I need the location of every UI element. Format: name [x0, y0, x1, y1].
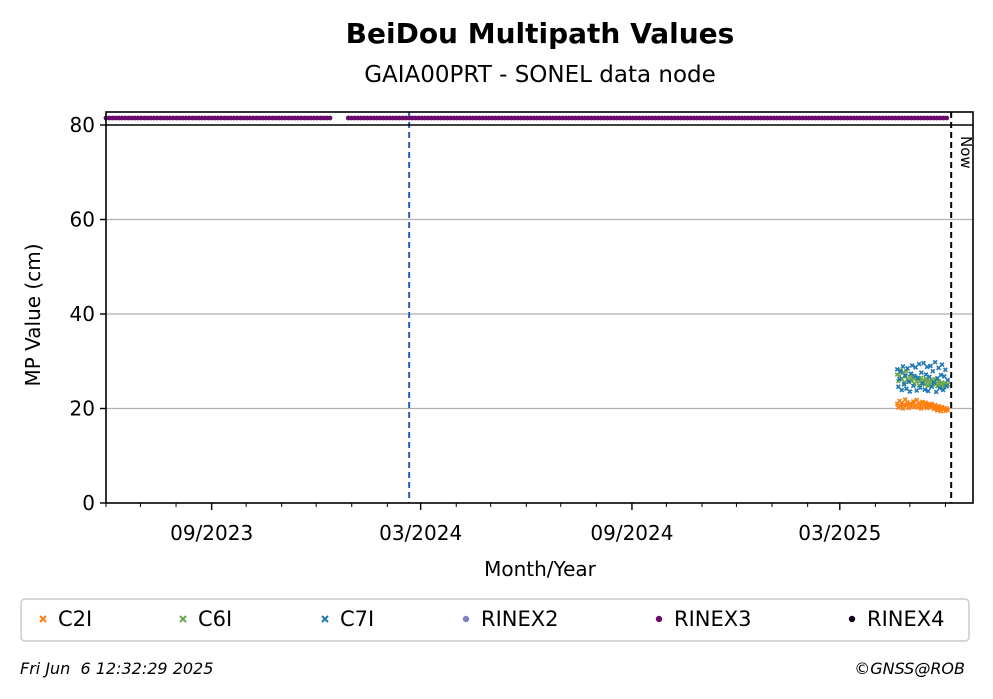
legend: C2I C6I C7I RINEX2 RINEX3 RINEX4	[39, 607, 945, 631]
now-label: Now	[957, 136, 975, 169]
data-point-c2i	[910, 398, 916, 404]
y-tick-label: 80	[70, 113, 95, 137]
data-point-c6i	[936, 378, 942, 384]
data-point-c7i	[942, 367, 948, 373]
x-axis-ticks: 09/2023 03/2024 09/2024 03/2025	[105, 503, 946, 545]
data-point-c7i	[920, 380, 925, 386]
data-point-c6i	[907, 374, 913, 380]
data-point-c2i	[917, 403, 923, 409]
legend-label: RINEX4	[867, 607, 945, 631]
data-point-c7i	[944, 383, 950, 389]
plot-frame	[105, 111, 974, 504]
x-axis-label: Month/Year	[484, 557, 597, 581]
data-point-c7i	[941, 373, 947, 379]
data-point-c7i	[931, 380, 937, 385]
legend-label: C6I	[198, 607, 232, 631]
data-point-c7i	[937, 385, 943, 391]
data-point-c7i	[934, 375, 940, 381]
data-point-c7i	[925, 388, 931, 394]
data-point-c2i	[945, 407, 951, 413]
data-point-c7i	[911, 373, 917, 379]
x-tick-label: 09/2023	[170, 521, 253, 545]
data-points	[894, 359, 951, 414]
y-axis-ticks: 0 20 40 60 80	[70, 113, 106, 515]
legend-marker	[848, 615, 856, 623]
rinex-availability-point	[327, 115, 333, 121]
data-point-c7i	[907, 389, 913, 394]
legend-marker	[321, 615, 329, 623]
legend-marker	[39, 615, 47, 623]
legend-marker	[655, 615, 663, 623]
data-point-c7i	[936, 365, 942, 371]
chart-subtitle: GAIA00PRT - SONEL data node	[364, 62, 716, 88]
data-point-c7i	[902, 372, 908, 378]
data-point-c7i	[899, 387, 905, 393]
data-point-c7i	[938, 372, 944, 378]
y-tick-label: 0	[82, 491, 95, 515]
y-tick-label: 60	[70, 208, 95, 232]
data-point-c7i	[928, 363, 933, 369]
data-point-c7i	[929, 384, 935, 390]
x-tick-label: 09/2024	[590, 521, 673, 545]
rinex-availability-strip	[103, 115, 950, 121]
y-tick-label: 20	[70, 397, 95, 421]
data-point-c7i	[930, 368, 936, 374]
legend-box	[20, 598, 970, 642]
grid	[106, 218, 973, 410]
footer-credit: ©GNSS@ROB	[854, 659, 965, 678]
data-point-c7i	[915, 375, 921, 381]
data-point-c7i	[926, 374, 932, 380]
data-point-c7i	[917, 385, 923, 391]
data-point-c7i	[922, 387, 928, 393]
data-point-c7i	[909, 363, 915, 368]
data-point-c7i	[901, 381, 907, 387]
x-tick-label: 03/2025	[798, 521, 881, 545]
data-point-c7i	[895, 384, 901, 390]
data-point-c7i	[910, 383, 916, 389]
data-point-c7i	[898, 369, 904, 375]
data-point-c6i	[903, 368, 909, 374]
legend-label: C7I	[340, 607, 374, 631]
data-point-c7i	[913, 364, 919, 370]
chart-title: BeiDou Multipath Values	[346, 17, 735, 50]
data-point-c7i	[945, 377, 951, 383]
legend-label: RINEX2	[481, 607, 559, 631]
data-point-c7i	[916, 361, 922, 367]
data-point-c7i	[932, 359, 938, 365]
legend-marker	[462, 615, 470, 623]
y-axis-label: MP Value (cm)	[21, 243, 45, 386]
reference-lines	[408, 112, 953, 503]
data-point-c6i	[923, 376, 929, 382]
data-point-c7i	[933, 389, 939, 395]
legend-label: RINEX3	[674, 607, 752, 631]
data-point-c7i	[905, 365, 911, 371]
data-point-c7i	[924, 364, 930, 370]
data-point-c7i	[939, 362, 945, 368]
legend-marker	[179, 615, 187, 623]
y-tick-label: 40	[70, 302, 95, 326]
data-point-c7i	[940, 387, 946, 393]
data-point-c7i	[897, 376, 902, 382]
footer-timestamp: Fri Jun 6 12:32:29 2025	[20, 659, 213, 678]
legend-label: C2I	[58, 607, 92, 631]
data-point-c2i	[929, 401, 935, 407]
data-point-c7i	[906, 379, 912, 385]
x-tick-label: 03/2024	[379, 521, 462, 545]
data-point-c7i	[918, 370, 924, 376]
data-point-c7i	[921, 360, 927, 366]
rinex-availability-point	[944, 115, 950, 121]
data-point-c7i	[900, 363, 906, 369]
